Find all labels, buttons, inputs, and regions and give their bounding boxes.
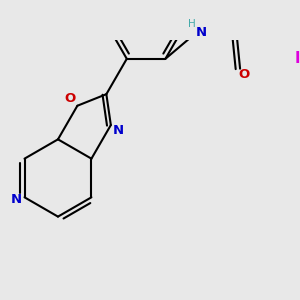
Text: O: O <box>239 68 250 81</box>
Text: N: N <box>113 124 124 137</box>
Text: N: N <box>195 26 207 39</box>
Text: N: N <box>11 193 22 206</box>
Text: O: O <box>64 92 75 104</box>
Text: I: I <box>295 51 300 66</box>
Text: H: H <box>188 19 196 28</box>
